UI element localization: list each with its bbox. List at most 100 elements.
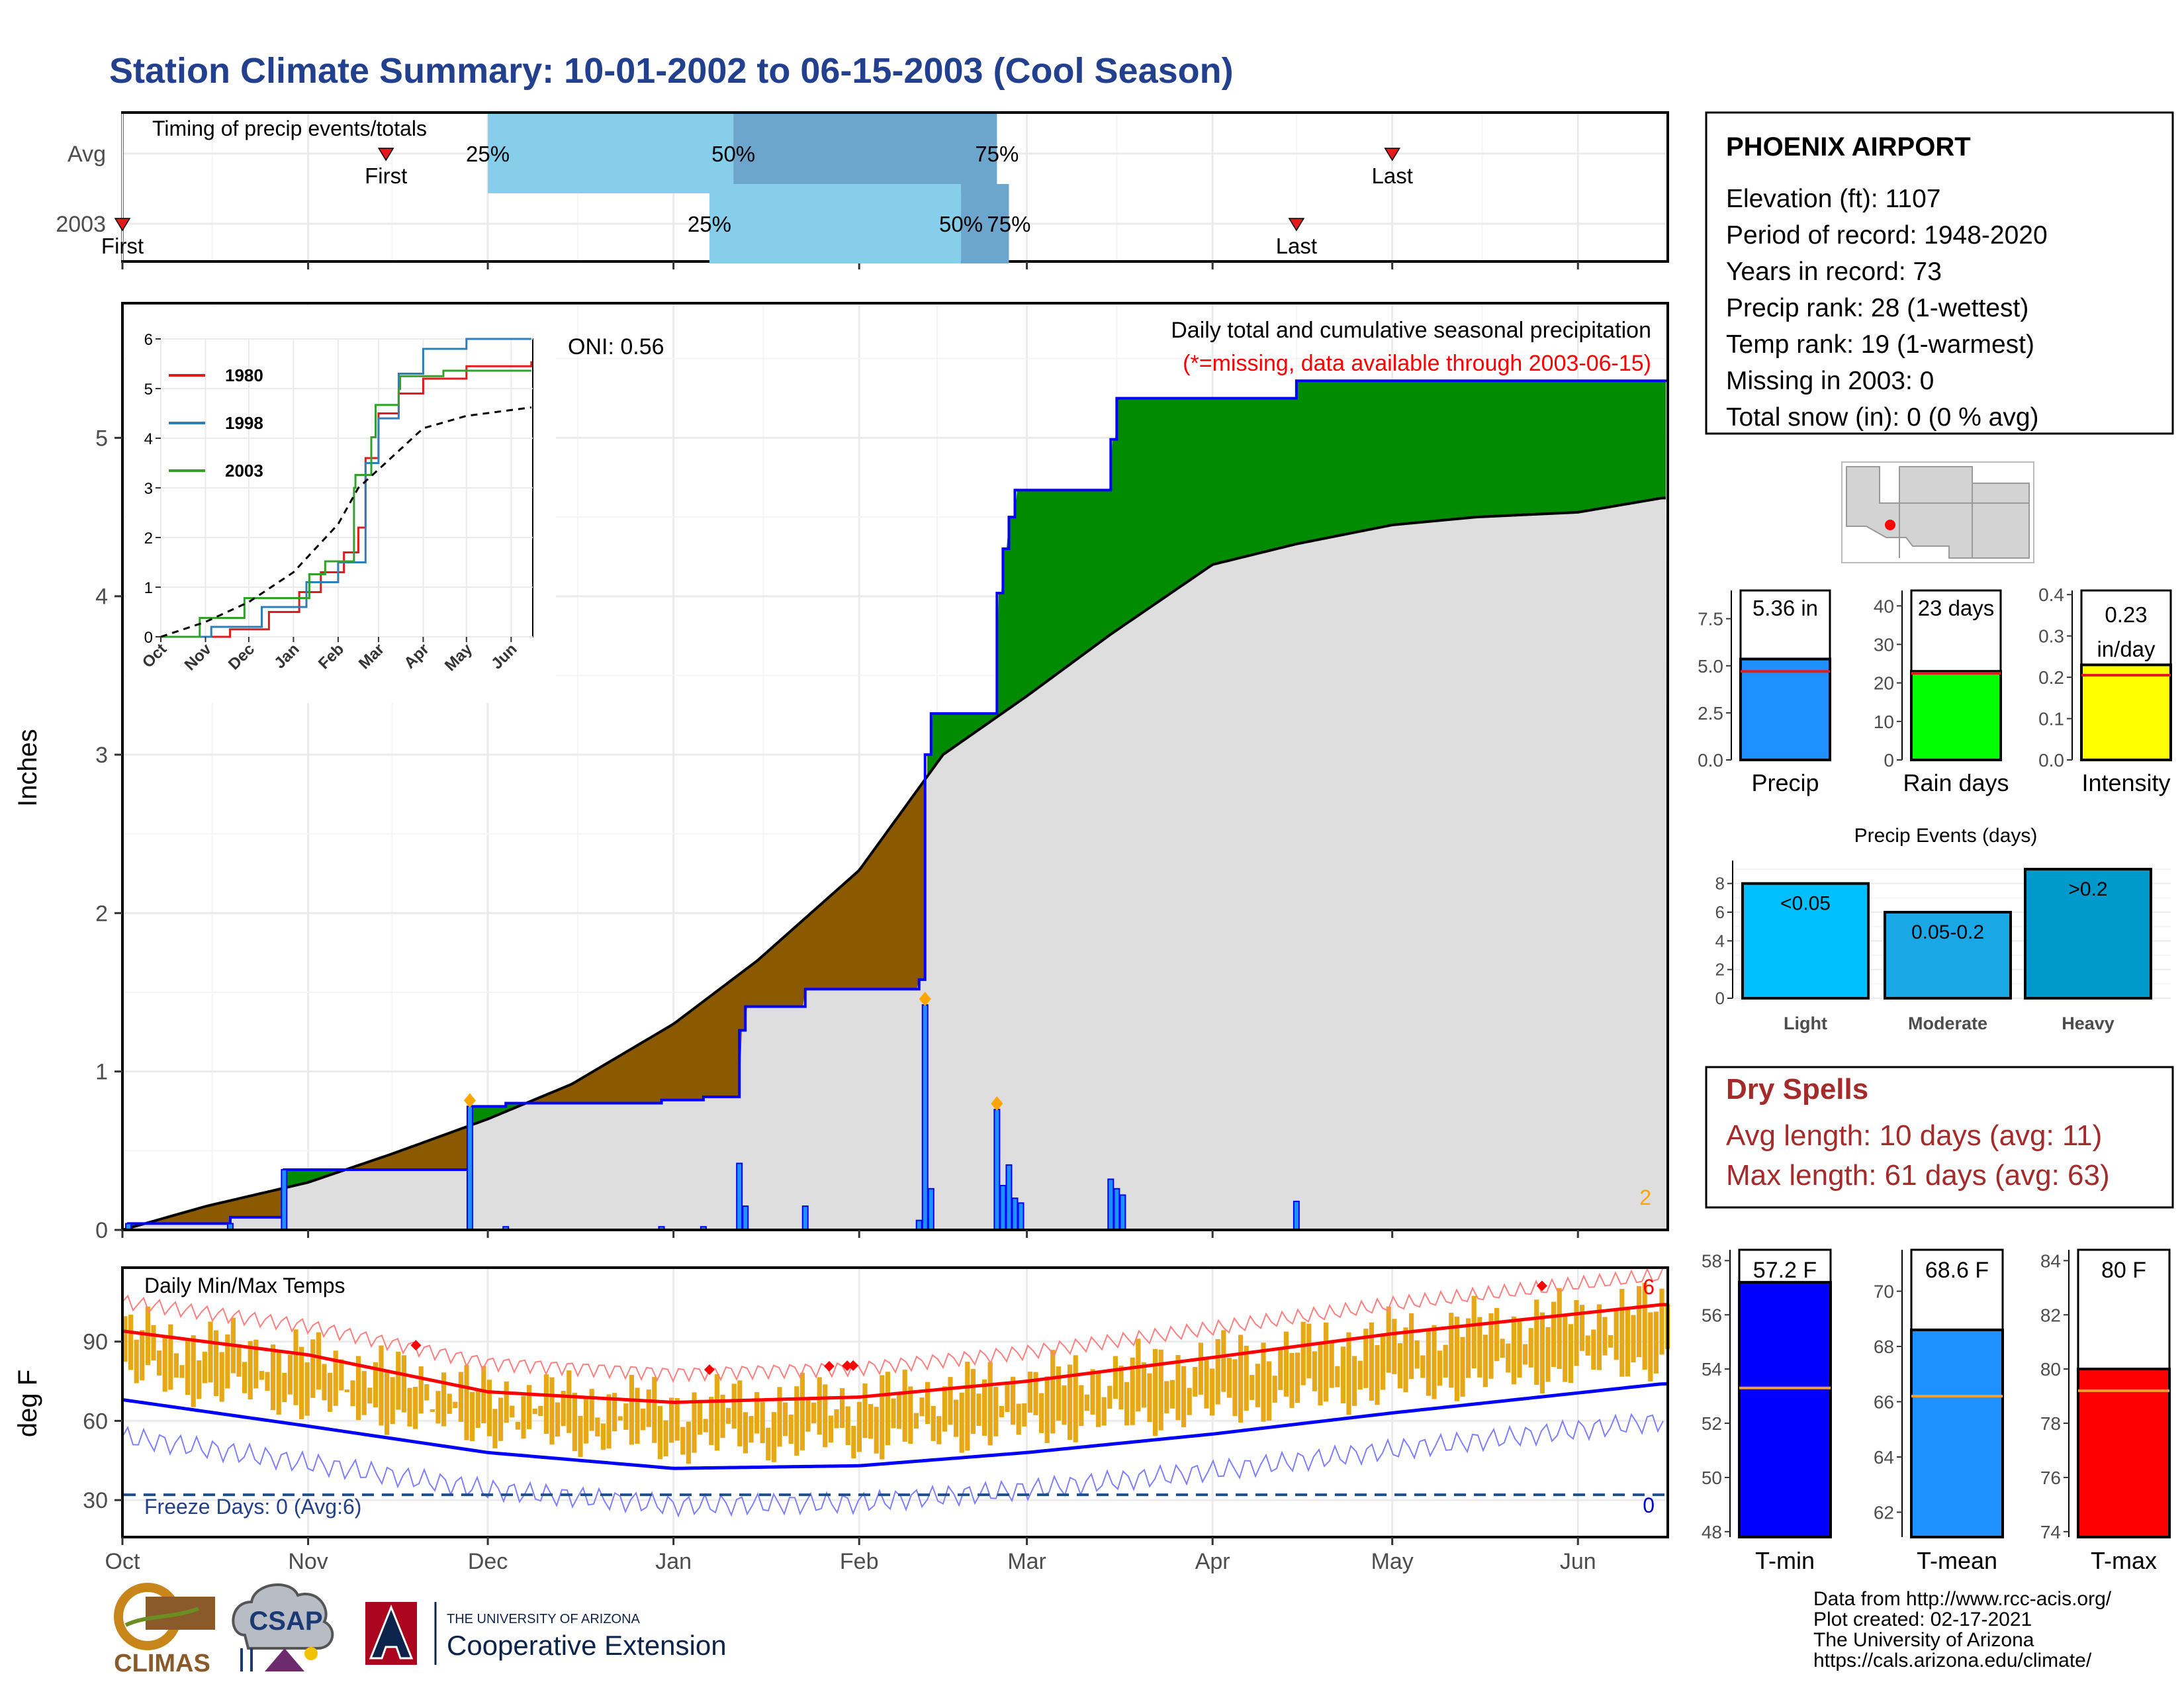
daily-temp-range-bar — [754, 1392, 760, 1434]
summary-bar-tick-label: 0.2 — [2038, 667, 2064, 688]
daily-temp-range-bar — [641, 1408, 646, 1430]
daily-temp-range-bar — [1557, 1288, 1562, 1369]
daily-temp-range-bar — [1449, 1313, 1454, 1388]
daily-temp-range-bar — [265, 1372, 270, 1391]
daily-temp-range-bar — [316, 1332, 321, 1390]
daily-temp-range-bar — [1614, 1310, 1619, 1360]
daily-temp-range-bar — [1574, 1300, 1579, 1366]
summary-bar-tick-label: 0.0 — [2038, 750, 2064, 771]
daily-temp-range-bar — [344, 1389, 349, 1393]
daily-temp-range-bar — [543, 1374, 549, 1434]
daily-precip-bar — [466, 1105, 473, 1231]
summary-bar-label: Precip — [1751, 769, 1819, 796]
daily-temp-range-bar — [1375, 1344, 1380, 1405]
daily-temp-range-bar — [510, 1405, 515, 1418]
daily-temp-range-bar — [1545, 1327, 1551, 1382]
events-tick-label: 6 — [1715, 902, 1725, 922]
ua-logo-a — [369, 1604, 414, 1660]
temp-bar-label: T-mean — [1917, 1547, 1997, 1574]
daily-temp-range-bar — [1386, 1306, 1391, 1373]
daily-temp-range-bar — [1153, 1348, 1158, 1436]
timing-event-marker — [1384, 148, 1401, 162]
daily-temp-range-bar — [1210, 1368, 1215, 1416]
daily-temp-range-bar — [276, 1350, 281, 1415]
station-frame — [1705, 111, 2174, 435]
month-tick-label: Dec — [468, 1549, 508, 1574]
daily-temp-range-bar — [1158, 1349, 1163, 1430]
daily-temp-range-bar — [481, 1366, 486, 1424]
daily-temp-range-bar — [737, 1380, 743, 1446]
daily-temp-range-bar — [1169, 1380, 1175, 1409]
climas-logo-text: CLIMAS — [114, 1650, 210, 1677]
daily-temp-range-bar — [1289, 1352, 1295, 1408]
precip-frame — [121, 302, 1669, 1231]
daily-temp-range-bar — [714, 1374, 719, 1451]
summary-bar-tick-label: 0.4 — [2038, 585, 2064, 605]
daily-temp-range-bar — [1539, 1312, 1545, 1393]
daily-temp-range-bar — [128, 1315, 134, 1370]
daily-temp-range-bar — [1096, 1371, 1101, 1427]
temp-bar-tick-label: 48 — [1702, 1522, 1722, 1542]
temp-bar-tick-label: 56 — [1702, 1305, 1722, 1325]
temp-bar-value — [2077, 1368, 2171, 1538]
summary-bar-value-label: 0.23 — [2105, 602, 2147, 627]
daily-temp-range-bar — [498, 1397, 504, 1441]
daily-temp-range-bar — [1101, 1397, 1107, 1426]
daily-temp-range-bar — [1608, 1335, 1614, 1348]
precip-ytick-label: 2 — [95, 901, 108, 926]
temp-bar-tick-label: 84 — [2040, 1250, 2061, 1271]
avg-min-temp-line — [122, 1382, 1667, 1470]
locator-map — [1841, 461, 2034, 563]
daily-temp-range-bar — [1079, 1385, 1084, 1427]
daily-temp-range-bar — [1454, 1317, 1459, 1401]
ua-logo: THE UNIVERSITY OF ARIZONA Cooperative Ex… — [365, 1602, 727, 1665]
precip-panel: Inches 0 1 2 3 4 5 Daily total and cumulative… — [13, 302, 1669, 1243]
dry-spells-title: Dry Spells — [1726, 1073, 1868, 1105]
timing-bar-q50-q75 — [733, 114, 997, 193]
timing-event-label: Last — [1371, 164, 1412, 188]
station-info-box: PHOENIX AIRPORT Elevation (ft): 1107 Per… — [1705, 111, 2174, 435]
daily-temp-range-bar — [1318, 1343, 1323, 1406]
daily-temp-range-bar — [1221, 1330, 1226, 1392]
footer-line: Plot created: 02-17-2021 — [1813, 1609, 2032, 1630]
temps-ytick-label: 60 — [83, 1409, 108, 1434]
daily-precip-bar — [1119, 1194, 1126, 1231]
events-bar-category-label: Heavy — [2062, 1013, 2115, 1033]
daily-temp-range-bar — [635, 1387, 640, 1444]
daily-temp-range-bar — [1648, 1312, 1653, 1382]
station-years: Years in record: 73 — [1726, 258, 1942, 286]
daily-temp-range-bar — [1426, 1330, 1431, 1396]
daily-temp-range-bar — [253, 1339, 259, 1389]
station-temp-rank: Temp rank: 19 (1-warmest) — [1726, 330, 2034, 359]
daily-temp-range-bar — [390, 1377, 395, 1425]
daily-temp-range-bar — [1352, 1356, 1357, 1406]
temps-marks — [122, 1267, 1670, 1518]
daily-temp-range-bar — [1625, 1308, 1630, 1377]
csap-logo-cloud — [232, 1583, 334, 1650]
inset-ytick-label: 5 — [144, 381, 153, 399]
daily-temp-range-bar — [1409, 1313, 1414, 1380]
summary-bar-tick-label: 7.5 — [1698, 609, 1723, 630]
daily-temp-range-bar — [777, 1387, 782, 1447]
daily-temp-range-bar — [606, 1394, 612, 1449]
station-period: Period of record: 1948-2020 — [1726, 221, 2048, 250]
daily-temp-range-bar — [760, 1401, 765, 1444]
daily-temp-range-bar — [191, 1335, 196, 1407]
daily-temp-range-bar — [1244, 1345, 1249, 1411]
daily-temp-range-bar — [1500, 1338, 1505, 1358]
daily-temp-range-bar — [1324, 1322, 1329, 1402]
events-tick-label: 4 — [1715, 931, 1725, 951]
daily-temp-range-bar — [686, 1421, 691, 1464]
temps-ytick-label: 90 — [83, 1330, 108, 1355]
daily-temp-range-bar — [293, 1329, 298, 1405]
timing-percentile-label: 50% — [711, 142, 755, 166]
figure-title: Station Climate Summary: 10-01-2002 to 0… — [109, 51, 1234, 91]
daily-temp-range-bar — [1551, 1301, 1557, 1368]
events-bar — [2024, 868, 2152, 1000]
daily-temp-range-bar — [623, 1403, 629, 1430]
daily-temp-range-bar — [856, 1401, 862, 1452]
daily-temp-range-bar — [430, 1409, 435, 1412]
daily-temp-range-bar — [1631, 1315, 1636, 1363]
